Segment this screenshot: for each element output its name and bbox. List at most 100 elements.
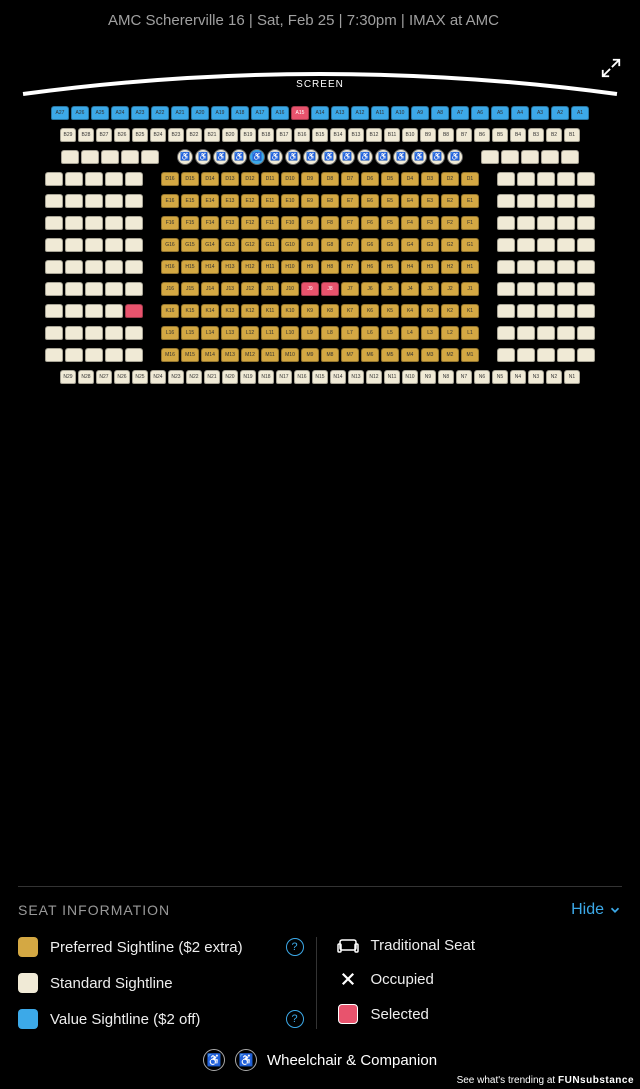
seat-preferred[interactable]: D4 (401, 172, 419, 186)
seat-standard[interactable]: B9 (420, 128, 436, 142)
seat-standard[interactable] (481, 150, 499, 164)
seat-standard[interactable]: N18 (258, 370, 274, 384)
seat-preferred[interactable]: K1 (461, 304, 479, 318)
seat-standard[interactable]: N15 (312, 370, 328, 384)
seat-standard[interactable]: B7 (456, 128, 472, 142)
seat-preferred[interactable]: K6 (361, 304, 379, 318)
seat-preferred[interactable]: F3 (421, 216, 439, 230)
seat-standard[interactable]: N2 (546, 370, 562, 384)
seat-value[interactable]: A4 (511, 106, 529, 120)
seat-preferred[interactable]: F12 (241, 216, 259, 230)
seat-preferred[interactable]: F4 (401, 216, 419, 230)
seat-preferred[interactable]: K16 (161, 304, 179, 318)
seat-preferred[interactable]: F10 (281, 216, 299, 230)
seat-value[interactable]: A26 (71, 106, 89, 120)
seat-standard[interactable] (65, 194, 83, 208)
seat-standard[interactable]: N16 (294, 370, 310, 384)
seat-standard[interactable] (497, 326, 515, 340)
wheelchair-seat[interactable]: ♿ (303, 149, 319, 165)
seat-value[interactable]: A20 (191, 106, 209, 120)
seat-standard[interactable] (125, 326, 143, 340)
seat-standard[interactable]: B12 (366, 128, 382, 142)
seat-standard[interactable] (537, 348, 555, 362)
seat-standard[interactable]: B13 (348, 128, 364, 142)
seat-preferred[interactable]: J2 (441, 282, 459, 296)
seat-preferred[interactable]: D1 (461, 172, 479, 186)
seat-preferred[interactable]: G2 (441, 238, 459, 252)
seat-preferred[interactable]: J3 (421, 282, 439, 296)
seat-standard[interactable] (121, 150, 139, 164)
seat-standard[interactable] (501, 150, 519, 164)
seat-standard[interactable] (105, 194, 123, 208)
seat-selected[interactable] (125, 304, 143, 318)
help-icon[interactable]: ? (286, 938, 304, 956)
seat-preferred[interactable]: L14 (201, 326, 219, 340)
seat-preferred[interactable]: D5 (381, 172, 399, 186)
seat-preferred[interactable]: L15 (181, 326, 199, 340)
seat-standard[interactable]: B29 (60, 128, 76, 142)
seat-preferred[interactable]: E5 (381, 194, 399, 208)
seat-preferred[interactable]: H7 (341, 260, 359, 274)
seat-standard[interactable]: N10 (402, 370, 418, 384)
seat-standard[interactable]: N26 (114, 370, 130, 384)
seat-preferred[interactable]: K9 (301, 304, 319, 318)
seat-value[interactable]: A14 (311, 106, 329, 120)
seat-preferred[interactable]: F15 (181, 216, 199, 230)
seat-preferred[interactable]: E11 (261, 194, 279, 208)
seat-standard[interactable]: N17 (276, 370, 292, 384)
seat-standard[interactable]: B16 (294, 128, 310, 142)
seat-standard[interactable]: N20 (222, 370, 238, 384)
seat-preferred[interactable]: F6 (361, 216, 379, 230)
seat-value[interactable]: A1 (571, 106, 589, 120)
seat-value[interactable]: A27 (51, 106, 69, 120)
seat-preferred[interactable]: F9 (301, 216, 319, 230)
seat-standard[interactable] (85, 304, 103, 318)
seat-standard[interactable] (537, 260, 555, 274)
seat-standard[interactable] (141, 150, 159, 164)
seat-preferred[interactable]: H16 (161, 260, 179, 274)
seat-value[interactable]: A7 (451, 106, 469, 120)
seat-preferred[interactable]: E13 (221, 194, 239, 208)
seat-preferred[interactable]: K10 (281, 304, 299, 318)
seat-preferred[interactable]: D15 (181, 172, 199, 186)
seat-preferred[interactable]: J14 (201, 282, 219, 296)
seat-standard[interactable]: B27 (96, 128, 112, 142)
seat-standard[interactable] (557, 172, 575, 186)
seat-standard[interactable] (45, 238, 63, 252)
seat-standard[interactable]: N28 (78, 370, 94, 384)
seat-preferred[interactable]: G3 (421, 238, 439, 252)
seat-preferred[interactable]: G8 (321, 238, 339, 252)
seat-standard[interactable] (105, 172, 123, 186)
seat-standard[interactable] (497, 194, 515, 208)
seat-value[interactable]: A2 (551, 106, 569, 120)
seat-standard[interactable]: B19 (240, 128, 256, 142)
seat-preferred[interactable]: M1 (461, 348, 479, 362)
seat-preferred[interactable]: K3 (421, 304, 439, 318)
seat-standard[interactable] (65, 326, 83, 340)
seat-preferred[interactable]: H11 (261, 260, 279, 274)
seat-preferred[interactable]: M5 (381, 348, 399, 362)
seat-standard[interactable]: N5 (492, 370, 508, 384)
seat-standard[interactable] (517, 260, 535, 274)
seat-standard[interactable]: N19 (240, 370, 256, 384)
seat-standard[interactable] (561, 150, 579, 164)
seat-preferred[interactable]: F1 (461, 216, 479, 230)
wheelchair-seat[interactable]: ♿ (285, 149, 301, 165)
seat-value[interactable]: A10 (391, 106, 409, 120)
wheelchair-seat[interactable]: ♿ (429, 149, 445, 165)
seat-preferred[interactable]: H4 (401, 260, 419, 274)
seat-preferred[interactable]: H8 (321, 260, 339, 274)
seat-preferred[interactable]: D12 (241, 172, 259, 186)
seat-value[interactable]: A24 (111, 106, 129, 120)
seat-preferred[interactable]: G12 (241, 238, 259, 252)
seat-standard[interactable]: N8 (438, 370, 454, 384)
seat-standard[interactable]: B2 (546, 128, 562, 142)
seat-preferred[interactable]: L4 (401, 326, 419, 340)
seat-preferred[interactable]: J6 (361, 282, 379, 296)
seat-standard[interactable] (537, 238, 555, 252)
seat-preferred[interactable]: M13 (221, 348, 239, 362)
seat-value[interactable]: A17 (251, 106, 269, 120)
wheelchair-seat[interactable]: ♿ (213, 149, 229, 165)
seat-preferred[interactable]: D8 (321, 172, 339, 186)
seat-preferred[interactable]: G13 (221, 238, 239, 252)
